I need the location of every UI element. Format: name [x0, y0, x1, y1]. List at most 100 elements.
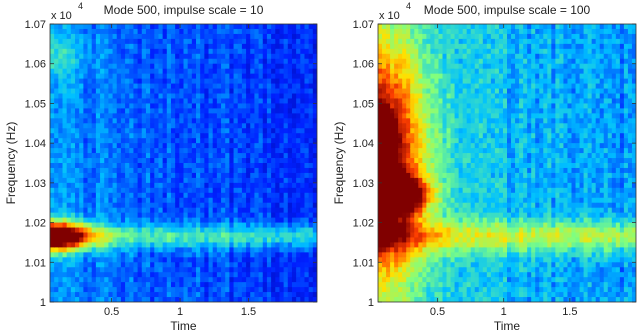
- heatmap-cell: [108, 143, 114, 149]
- heatmap-cell: [462, 237, 468, 244]
- heatmap-cell: [450, 217, 456, 224]
- heatmap-cell: [141, 133, 147, 139]
- heatmap-cell: [262, 63, 268, 70]
- heatmap-cell: [196, 113, 201, 119]
- heatmap-cell: [390, 133, 395, 139]
- x-axis-label: Time: [170, 319, 197, 333]
- heatmap-cell: [430, 272, 436, 278]
- heatmap-cell: [154, 53, 160, 60]
- heatmap-cell: [308, 158, 314, 164]
- heatmap-cell: [438, 98, 444, 105]
- heatmap-cell: [125, 68, 130, 75]
- heatmap-cell: [402, 73, 407, 80]
- heatmap-cell: [145, 58, 151, 65]
- heatmap-cell: [312, 202, 317, 209]
- heatmap-cell: [200, 287, 205, 293]
- heatmap-cell: [394, 78, 399, 85]
- heatmap-cell: [233, 93, 239, 100]
- heatmap-cell: [291, 103, 297, 109]
- heatmap-cell: [191, 207, 197, 214]
- heatmap-cell: [54, 207, 59, 214]
- heatmap-cell: [406, 33, 411, 40]
- heatmap-cell: [438, 158, 444, 164]
- heatmap-cell: [446, 123, 452, 129]
- heatmap-cell: [125, 237, 130, 244]
- heatmap-cell: [382, 118, 387, 124]
- heatmap-cell: [394, 133, 399, 139]
- heatmap-cell: [75, 133, 80, 139]
- heatmap-cell: [79, 212, 84, 219]
- heatmap-cell: [75, 118, 80, 124]
- heatmap-cell: [221, 237, 226, 244]
- heatmap-cell: [398, 43, 403, 50]
- heatmap-cell: [271, 177, 276, 184]
- heatmap-cell: [66, 153, 72, 159]
- heatmap-cell: [402, 158, 407, 164]
- heatmap-cell: [108, 113, 114, 119]
- heatmap-cell: [450, 267, 456, 273]
- heatmap-cell: [470, 43, 476, 50]
- heatmap-cell: [145, 177, 151, 184]
- heatmap-cell: [458, 217, 464, 224]
- heatmap-cell: [287, 103, 293, 109]
- heatmap-cell: [382, 48, 387, 55]
- heatmap-cell: [125, 123, 130, 129]
- heatmap-cell: [398, 242, 403, 248]
- heatmap-cell: [100, 182, 105, 189]
- heatmap-cell: [470, 172, 476, 179]
- heatmap-cell: [75, 43, 80, 50]
- heatmap-cell: [104, 38, 109, 45]
- heatmap-cell: [70, 282, 76, 288]
- heatmap-cell: [304, 113, 310, 119]
- heatmap-cell: [250, 63, 256, 70]
- heatmap-cell: [66, 28, 72, 35]
- heatmap-cell: [312, 247, 317, 253]
- heatmap-cell: [442, 58, 448, 65]
- heatmap-cell: [154, 202, 160, 209]
- heatmap-cell: [258, 58, 264, 65]
- heatmap-cell: [426, 262, 432, 268]
- heatmap-cell: [386, 272, 391, 278]
- heatmap-cell: [271, 38, 276, 45]
- heatmap-cell: [100, 177, 105, 184]
- heatmap-cell: [291, 108, 297, 114]
- heatmap-cell: [454, 272, 460, 278]
- heatmap-cell: [258, 48, 264, 55]
- heatmap-cell: [125, 192, 130, 199]
- heatmap-cell: [434, 212, 440, 219]
- heatmap-cell: [70, 158, 76, 164]
- heatmap-cell: [162, 73, 168, 80]
- heatmap-cell: [166, 38, 172, 45]
- heatmap-cell: [442, 143, 448, 149]
- heatmap-cell: [241, 78, 247, 85]
- heatmap-cell: [133, 192, 139, 199]
- heatmap-cell: [241, 182, 247, 189]
- heatmap-cell: [212, 108, 218, 114]
- heatmap-cell: [382, 158, 387, 164]
- heatmap-cell: [402, 227, 407, 234]
- heatmap-cell: [450, 103, 456, 109]
- heatmap-cell: [58, 118, 64, 124]
- heatmap-cell: [394, 93, 399, 100]
- heatmap-cell: [390, 217, 395, 224]
- heatmap-cell: [158, 217, 164, 224]
- heatmap-cell: [95, 237, 101, 244]
- heatmap-cell: [216, 138, 222, 144]
- heatmap-cell: [262, 252, 268, 258]
- heatmap-cell: [254, 232, 260, 239]
- heatmap-cell: [100, 202, 105, 209]
- heatmap-cell: [250, 98, 256, 105]
- heatmap-cell: [438, 227, 444, 234]
- heatmap-cell: [91, 262, 97, 268]
- heatmap-cell: [394, 272, 399, 278]
- heatmap-cell: [50, 282, 55, 288]
- heatmap-cell: [279, 93, 285, 100]
- heatmap-cell: [125, 153, 130, 159]
- heatmap-cell: [287, 93, 293, 100]
- heatmap-cell: [283, 88, 289, 95]
- heatmap-cell: [246, 133, 251, 139]
- heatmap-cell: [406, 242, 411, 248]
- heatmap-cell: [183, 24, 189, 30]
- heatmap-cell: [287, 123, 293, 129]
- heatmap-cell: [275, 252, 281, 258]
